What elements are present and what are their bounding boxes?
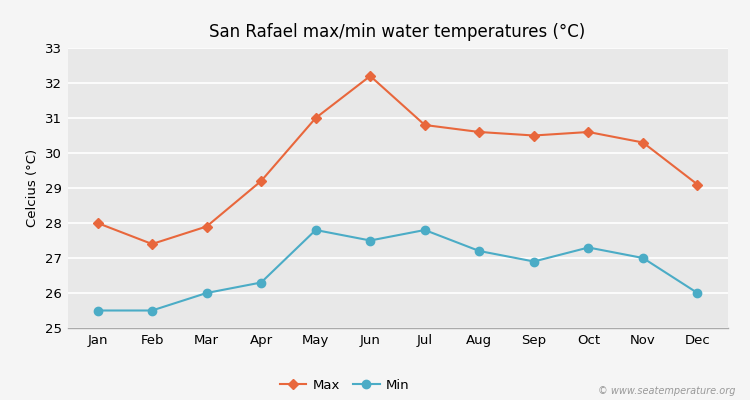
Max <box>420 122 429 127</box>
Min <box>311 228 320 232</box>
Legend: Max, Min: Max, Min <box>274 374 415 397</box>
Max <box>311 116 320 120</box>
Line: Max: Max <box>94 72 701 248</box>
Max <box>148 242 157 246</box>
Min <box>638 256 647 260</box>
Y-axis label: Celcius (°C): Celcius (°C) <box>26 149 40 227</box>
Min <box>256 280 265 285</box>
Max <box>475 130 484 134</box>
Min <box>93 308 102 313</box>
Min <box>475 248 484 254</box>
Min <box>530 259 538 264</box>
Min <box>148 308 157 313</box>
Max <box>530 133 538 138</box>
Title: San Rafael max/min water temperatures (°C): San Rafael max/min water temperatures (°… <box>209 23 586 41</box>
Max <box>366 74 375 78</box>
Min <box>420 228 429 232</box>
Min <box>202 290 211 295</box>
Text: © www.seatemperature.org: © www.seatemperature.org <box>598 386 735 396</box>
Max <box>638 140 647 145</box>
Min <box>693 290 702 295</box>
Max <box>584 130 593 134</box>
Max <box>93 221 102 226</box>
Min <box>366 238 375 243</box>
Line: Min: Min <box>93 226 702 315</box>
Max <box>256 178 265 183</box>
Min <box>584 245 593 250</box>
Max <box>202 224 211 229</box>
Max <box>693 182 702 187</box>
